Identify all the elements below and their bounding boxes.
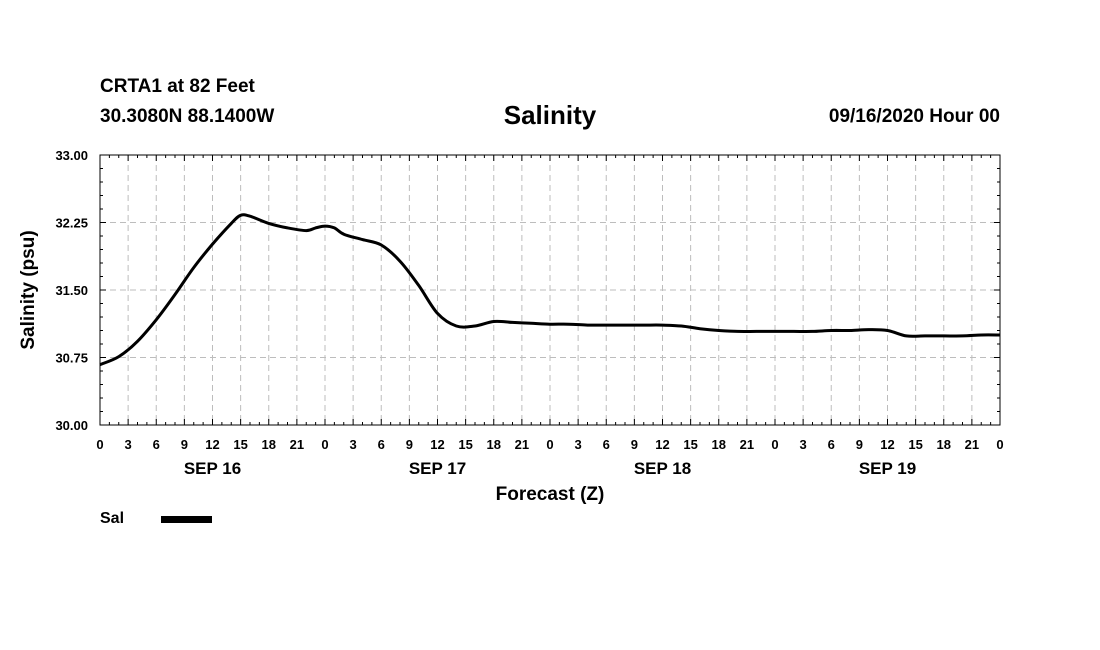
plot-frame [99,154,1001,426]
legend: Sal [100,510,212,528]
coordinates-label: 30.3080N 88.1400W [100,106,275,127]
x-tick-label: 18 [262,437,276,452]
x-tick-label: 3 [575,437,582,452]
x-tick-label: 18 [487,437,501,452]
x-tick-label: 18 [937,437,951,452]
day-label: SEP 19 [859,459,916,478]
x-axis-title: Forecast (Z) [496,484,605,505]
forecast-date-label: 09/16/2020 Hour 00 [828,106,1000,127]
y-tick-label: 33.00 [55,148,88,163]
day-label: SEP 17 [409,459,466,478]
y-axis-title: Salinity (psu) [18,230,39,349]
x-tick-label: 12 [205,437,219,452]
chart-title: Salinity [503,100,597,130]
x-tick-label: 15 [908,437,922,452]
x-tick-label: 6 [828,437,835,452]
legend-label: Sal [100,510,125,527]
x-tick-label: 15 [233,437,247,452]
x-tick-label: 12 [655,437,669,452]
day-label: SEP 16 [184,459,241,478]
x-tick-label: 15 [458,437,472,452]
x-tick-label: 12 [430,437,444,452]
x-tick-label: 12 [880,437,894,452]
x-tick-label: 21 [290,437,304,452]
x-tick-label: 0 [546,437,553,452]
x-tick-label: 18 [712,437,726,452]
series-line-sal [99,213,1001,367]
y-tick-label: 32.25 [55,216,88,231]
x-tick-label: 0 [996,437,1003,452]
x-tick-label: 9 [631,437,638,452]
x-tick-label: 21 [740,437,754,452]
y-tick-label: 31.50 [55,283,88,298]
x-tick-label: 6 [603,437,610,452]
x-tick-label: 15 [683,437,697,452]
x-tick-label: 21 [965,437,979,452]
x-tick-label: 9 [406,437,413,452]
x-tick-label: 0 [321,437,328,452]
x-tick-label: 3 [125,437,132,452]
legend-swatch [161,515,212,523]
station-label: CRTA1 at 82 Feet [100,76,255,97]
x-tick-label: 9 [181,437,188,452]
x-tick-label: 3 [800,437,807,452]
y-tick-label: 30.75 [55,351,88,366]
x-tick-label: 21 [515,437,529,452]
x-tick-label: 9 [856,437,863,452]
x-tick-label: 6 [153,437,160,452]
x-tick-label: 0 [96,437,103,452]
day-label: SEP 18 [634,459,691,478]
x-tick-label: 3 [350,437,357,452]
x-tick-label: 6 [378,437,385,452]
x-tick-label: 0 [771,437,778,452]
y-tick-label: 30.00 [55,418,88,433]
